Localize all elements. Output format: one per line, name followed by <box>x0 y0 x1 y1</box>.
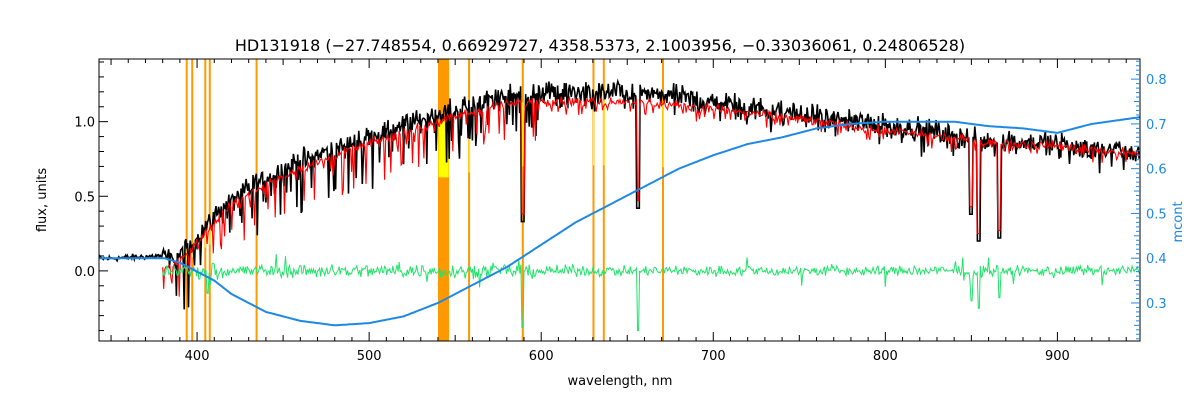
masked-fill <box>186 250 188 261</box>
y2-axis-label: mcont <box>1171 201 1186 242</box>
model-spectrum-layer <box>162 95 1140 297</box>
masked-band <box>602 59 605 341</box>
y-tick-label: 0.0 <box>74 265 95 280</box>
masked-fill <box>522 102 524 167</box>
masked-band <box>521 59 524 341</box>
chart-title: HD131918 (−27.748554, 0.66929727, 4358.5… <box>235 36 965 55</box>
masked-fill <box>662 103 664 168</box>
masked-band <box>204 59 207 341</box>
masked-fill <box>438 120 449 178</box>
masked-fill <box>592 100 595 166</box>
x-tick-label: 500 <box>357 349 382 364</box>
masked-band <box>468 59 471 341</box>
y2-axis: 0.3 0.4 0.5 0.6 0.7 0.8 <box>1131 60 1167 340</box>
residual-layer <box>162 254 1140 332</box>
masked-band <box>185 59 188 341</box>
masked-band <box>208 59 211 341</box>
continuum-layer <box>99 116 1140 327</box>
x-axis: 400 500 600 700 800 900 <box>110 59 1127 364</box>
masked-fill <box>468 113 470 173</box>
x-tick-label: 600 <box>529 349 554 364</box>
residual-spectrum <box>162 254 1140 332</box>
y2-tick-label: 0.8 <box>1146 73 1167 88</box>
masked-band <box>191 59 194 341</box>
y2-tick-label: 0.7 <box>1146 118 1167 133</box>
continuum-curve <box>99 116 1140 327</box>
x-tick-label: 800 <box>873 349 898 364</box>
masked-fill-layer <box>186 100 664 261</box>
masked-band <box>437 59 450 341</box>
y-axis-label: flux, units <box>35 168 50 233</box>
y2-tick-label: 0.3 <box>1146 297 1167 312</box>
y2-tick-label: 0.4 <box>1146 252 1167 267</box>
x-tick-label: 700 <box>701 349 726 364</box>
model-spectrum <box>162 95 1140 297</box>
masked-fill <box>209 224 211 245</box>
plot-area <box>99 59 1140 341</box>
masked-fill <box>204 229 207 248</box>
masked-band <box>662 59 665 341</box>
observed-spectrum <box>99 78 1140 310</box>
masked-bands-layer <box>185 59 665 341</box>
x-tick-label: 400 <box>185 349 210 364</box>
observed-spectrum-layer <box>99 78 1140 310</box>
x-axis-label: wavelength, nm <box>568 374 673 389</box>
masked-fill <box>603 100 605 166</box>
y2-tick-label: 0.6 <box>1146 163 1167 178</box>
y-tick-label: 1.0 <box>74 116 95 131</box>
x-tick-label: 900 <box>1045 349 1070 364</box>
masked-band <box>592 59 595 341</box>
y-axis: 0.0 0.5 1.0 <box>74 61 108 332</box>
y2-tick-label: 0.5 <box>1146 207 1167 222</box>
y-tick-label: 0.5 <box>74 190 95 205</box>
